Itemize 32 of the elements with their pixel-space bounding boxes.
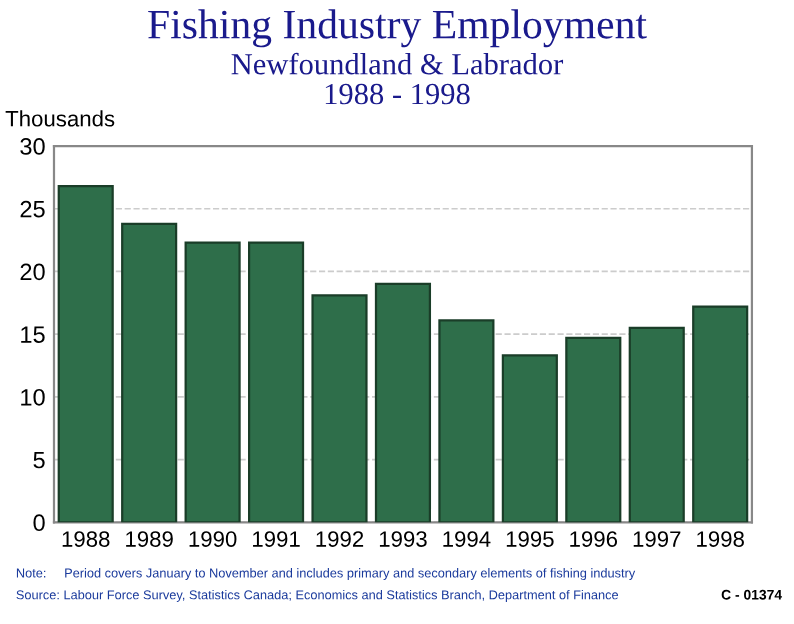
x-tick-label: 1997 xyxy=(633,531,681,547)
bar xyxy=(311,294,368,523)
chart-title: Fishing Industry Employment xyxy=(148,9,647,48)
bar xyxy=(628,326,685,523)
bar xyxy=(501,354,558,523)
y-tick-label: 25 xyxy=(20,200,45,218)
y-axis-title: Thousands xyxy=(5,110,115,127)
y-tick-label: 15 xyxy=(21,326,45,343)
chart-subtitle: Newfoundland & Labrador 1988 - 1998 xyxy=(231,52,564,105)
y-tick-label: 0 xyxy=(33,514,45,532)
bar xyxy=(692,305,749,523)
x-tick-label: 1988 xyxy=(62,531,110,547)
x-tick-label: 1989 xyxy=(126,531,173,547)
x-tick-label: 1990 xyxy=(189,531,237,547)
bar xyxy=(57,185,114,523)
x-tick-label: 1994 xyxy=(443,531,491,547)
bar xyxy=(121,222,178,523)
x-tick-label: 1996 xyxy=(570,531,618,547)
y-tick-label: 20 xyxy=(20,263,45,281)
x-tick-label: 1991 xyxy=(253,531,300,547)
y-tick-label: 5 xyxy=(33,451,45,469)
bar xyxy=(438,319,495,523)
bar xyxy=(374,282,432,523)
y-tick-label: 10 xyxy=(21,388,45,406)
y-tick-label: 30 xyxy=(20,138,45,155)
x-tick-label: 1998 xyxy=(697,531,744,547)
x-tick-label: 1995 xyxy=(506,531,554,547)
bar xyxy=(184,241,241,523)
bar xyxy=(565,336,622,523)
x-tick-label: 1993 xyxy=(379,531,427,547)
bar xyxy=(247,241,305,523)
x-tick-label: 1992 xyxy=(316,531,364,547)
